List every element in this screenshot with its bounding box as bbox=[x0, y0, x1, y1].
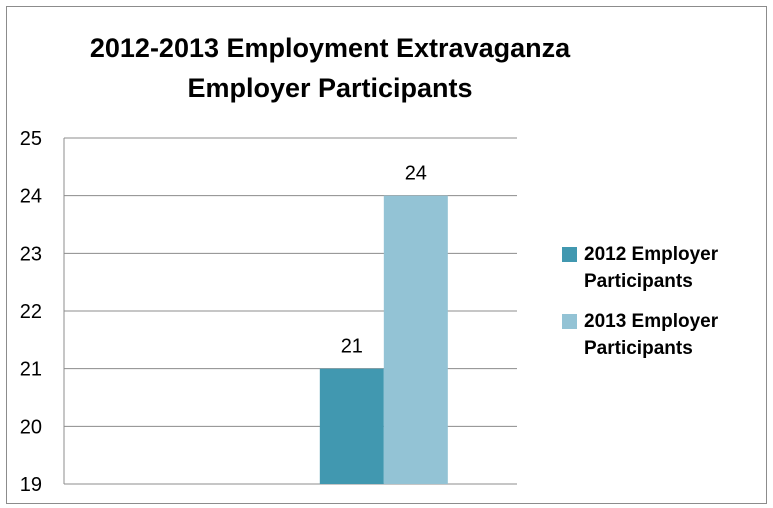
bar-2012-employer-participants bbox=[319, 368, 384, 484]
legend-item-2013: 2013 Employer Participants bbox=[562, 308, 762, 362]
data-label-1: 24 bbox=[405, 163, 427, 185]
bar-2013-employer-participants bbox=[383, 195, 448, 484]
data-label-0: 21 bbox=[341, 336, 363, 358]
chart-title-line-1: 2012-2013 Employment Extravaganza bbox=[89, 33, 571, 63]
y-tick-label-22: 22 bbox=[20, 301, 42, 323]
y-tick-label-20: 20 bbox=[20, 416, 42, 438]
y-tick-label-25: 25 bbox=[20, 128, 42, 150]
y-tick-label-24: 24 bbox=[20, 186, 42, 208]
legend-label-2012-line-2: Participants bbox=[584, 271, 693, 292]
legend-label-2013-line-1: 2013 Employer bbox=[584, 311, 719, 332]
y-tick-label-23: 23 bbox=[20, 243, 42, 265]
chart-title-line-2: Employer Participants bbox=[187, 73, 473, 103]
legend-swatch-2013 bbox=[562, 314, 577, 329]
chart-title: 2012-2013 Employment Extravaganza Employ… bbox=[0, 28, 660, 108]
legend-label-2012-line-1: 2012 Employer bbox=[584, 244, 719, 265]
legend: 2012 Employer Participants 2013 Employer… bbox=[562, 241, 762, 375]
legend-label-2013-line-2: Participants bbox=[584, 338, 693, 359]
legend-swatch-2012 bbox=[562, 247, 577, 262]
legend-item-2012: 2012 Employer Participants bbox=[562, 241, 762, 295]
y-tick-label-21: 21 bbox=[20, 359, 42, 381]
y-tick-label-19: 19 bbox=[20, 474, 42, 496]
